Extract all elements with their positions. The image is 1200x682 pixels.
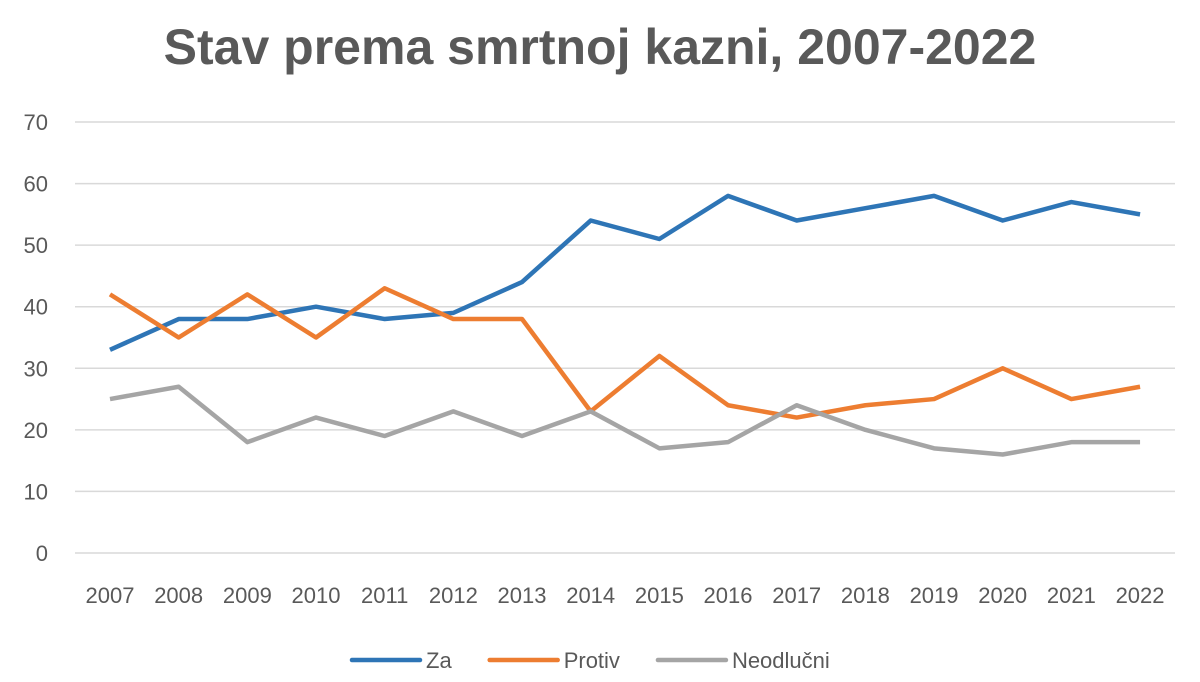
y-tick-label: 40 (24, 295, 48, 320)
y-tick-label: 0 (36, 541, 48, 566)
y-tick-label: 50 (24, 233, 48, 258)
x-tick-label: 2012 (429, 583, 478, 608)
legend-label: Za (426, 648, 452, 673)
x-tick-label: 2020 (978, 583, 1027, 608)
legend-label: Neodlučni (732, 648, 830, 673)
series-line-za (109, 193, 1141, 352)
y-tick-label: 70 (24, 110, 48, 135)
series-line-protiv (108, 285, 1141, 420)
x-tick-label: 2008 (154, 583, 203, 608)
x-tick-label: 2007 (86, 583, 135, 608)
chart-title: Stav prema smrtnoj kazni, 2007-2022 (163, 19, 1037, 75)
legend-label: Protiv (564, 648, 620, 673)
x-tick-label: 2010 (292, 583, 341, 608)
x-tick-label: 2022 (1116, 583, 1165, 608)
x-tick-label: 2016 (704, 583, 753, 608)
y-tick-label: 10 (24, 479, 48, 504)
x-tick-label: 2014 (566, 583, 615, 608)
x-tick-label: 2021 (1047, 583, 1096, 608)
series-line-neodlučni (109, 384, 1141, 457)
y-tick-label: 30 (24, 356, 48, 381)
x-tick-label: 2015 (635, 583, 684, 608)
x-tick-label: 2017 (772, 583, 821, 608)
y-tick-label: 20 (24, 418, 48, 443)
x-tick-label: 2011 (361, 583, 408, 608)
x-tick-label: 2019 (910, 583, 959, 608)
x-tick-label: 2018 (841, 583, 890, 608)
x-tick-label: 2009 (223, 583, 272, 608)
y-tick-label: 60 (24, 172, 48, 197)
x-tick-label: 2013 (498, 583, 547, 608)
